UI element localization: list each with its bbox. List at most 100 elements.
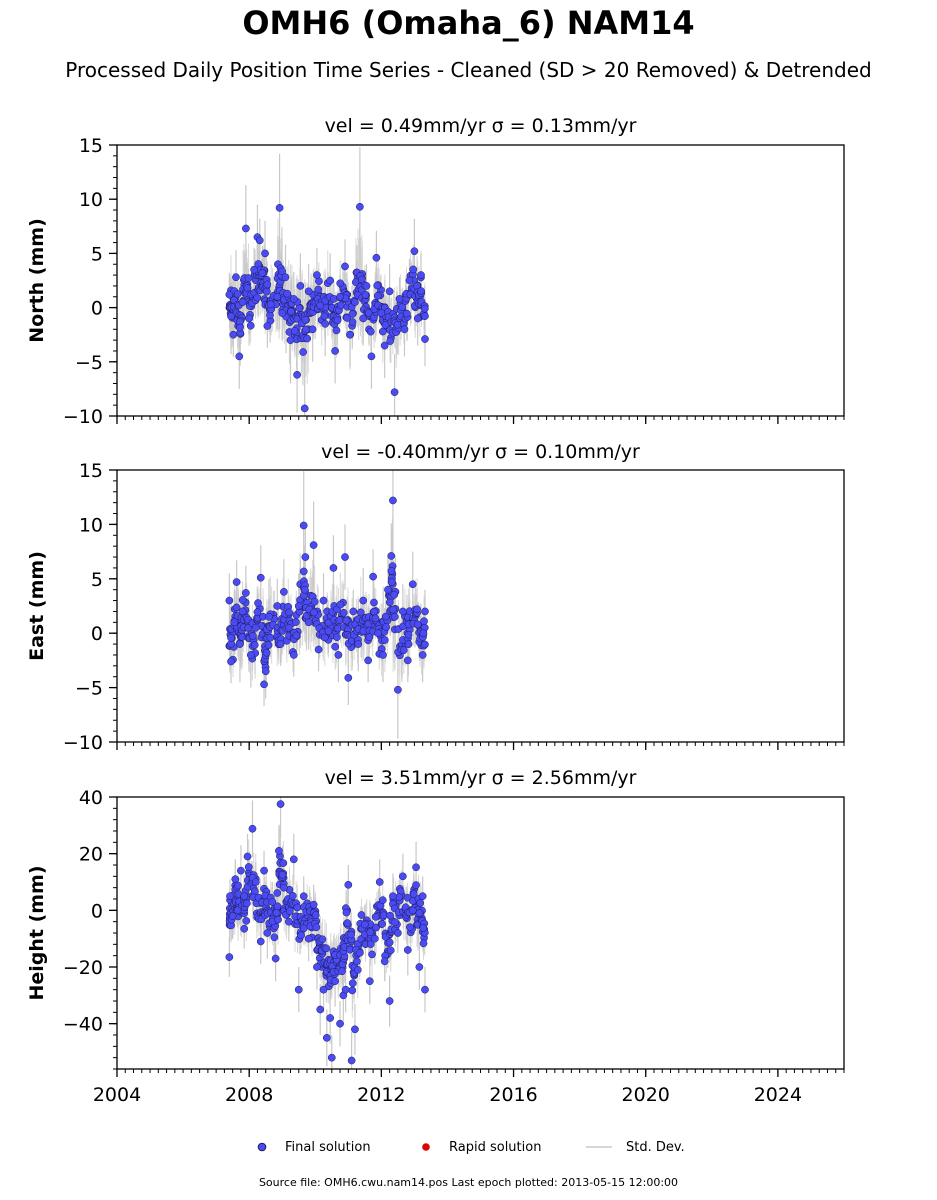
data-point-east-41 [398,607,407,616]
panel-east: −10 −5 0 5 10 15 vel = -0.40mm/yr σ = 0.10mm/y… [26,441,845,754]
data-point-north-40 [377,309,386,317]
data-point-east-4 [236,640,244,648]
data-point-north-4 [235,352,244,361]
data-point-north-19 [286,336,295,344]
data-point-north-50 [421,335,429,343]
data-point-east-cloud [285,608,293,617]
data-point-north-cloud [290,326,299,335]
plot-area-north [225,147,429,416]
data-point-east-46 [421,607,429,616]
data-point-north-cloud [386,337,395,345]
data-point-east-cloud [310,608,318,617]
data-point-height-cloud [378,896,387,905]
data-point-north-15 [273,292,282,301]
data-point-north-1 [227,312,235,321]
data-point-east-7 [246,651,255,659]
y-tick-label-north-3: 5 [91,243,103,265]
data-point-east-40 [394,685,402,694]
data-point-east-9 [256,573,265,582]
data-point-east-cloud [356,608,365,617]
x-tick-label-height-2: 2012 [357,1084,405,1106]
data-point-east-cloud [310,597,319,606]
data-point-height-cloud [368,950,376,959]
data-point-east-cloud [404,630,413,639]
data-point-height-41 [375,878,384,886]
data-point-east-cloud [249,632,257,640]
data-point-north-46 [405,276,414,285]
data-point-east-18 [294,602,303,610]
legend-marker-stddev [586,1146,612,1148]
data-point-height-51 [418,892,427,901]
data-point-east-cloud [389,605,397,614]
data-point-north-35 [356,202,364,211]
data-point-north-cloud [417,287,425,295]
data-point-height-cloud [297,931,305,940]
data-point-north-8 [250,265,258,274]
data-point-north-cloud [243,284,252,292]
data-point-north-10 [255,236,264,245]
y-tick-label-height-3: 20 [79,844,103,866]
y-tick-label-height-2: 0 [91,900,103,922]
data-point-north-5 [238,298,247,307]
data-point-height-cloud [342,908,351,917]
data-point-height-8 [248,824,257,833]
data-point-north-cloud [366,327,375,336]
data-point-east-15 [280,588,288,596]
data-point-east-cloud [390,590,399,599]
legend-item-stddev: Std. Dev. [586,1137,685,1157]
data-point-east-cloud [320,633,329,642]
data-point-height-cloud [293,903,302,912]
legend-dot-final [257,1142,267,1152]
data-point-north-34 [351,298,359,307]
figure-subtitle: Processed Daily Position Time Series - C… [65,58,872,82]
data-point-east-cloud [381,636,389,644]
data-point-north-cloud [299,348,307,356]
x-tick-label-height-1: 2008 [225,1084,273,1106]
data-point-east-43 [408,580,417,589]
data-point-north-25 [308,325,317,334]
panel-title-north: vel = 0.49mm/yr σ = 0.13mm/yr [325,115,637,137]
data-point-height-cloud [372,923,381,932]
data-point-north-cloud [320,312,329,321]
data-point-north-cloud [244,274,253,282]
data-point-north-49 [417,271,425,279]
data-point-height-33 [341,985,350,994]
data-point-height-1 [226,892,234,901]
data-point-north-21 [293,370,301,379]
data-point-north-28 [321,320,330,328]
data-point-height-cloud [318,935,327,944]
data-point-east-cloud [301,585,309,594]
data-point-height-28 [326,1014,334,1022]
data-point-height-cloud [311,911,320,919]
data-point-height-17 [280,883,288,892]
data-point-north-cloud [393,320,402,329]
data-point-north-cloud [364,309,373,317]
data-point-east-21 [304,618,313,627]
plot-area-east [225,470,429,739]
data-point-east-0 [225,596,234,605]
data-point-height-49 [412,863,420,872]
x-tick-label-height-0: 2004 [93,1084,141,1106]
data-point-height-39 [365,977,374,986]
data-point-east-cloud [371,614,380,623]
data-point-east-20 [301,553,310,561]
legend-marker-final [257,1142,267,1152]
data-point-east-37 [384,585,392,594]
y-tick-label-east-3: 5 [91,569,103,591]
data-point-north-cloud [314,285,323,294]
data-point-east-cloud [387,567,396,575]
data-point-north-38 [367,352,376,361]
data-point-height-cloud [240,892,249,901]
y-tick-label-north-0: −10 [63,406,103,428]
panel-height: 2004 2008 2012 2016 2020 2024 −40 −20 0 20 40 vel =… [26,767,845,1106]
data-point-height-cloud [412,881,420,889]
data-point-north-cloud [348,318,357,326]
data-point-east-12 [265,613,273,621]
data-point-east-cloud [385,598,394,607]
data-point-north-cloud [336,279,345,288]
data-point-height-4 [233,906,242,915]
data-point-height-cloud [348,986,357,995]
data-point-height-cloud [322,944,331,953]
data-point-north-33 [346,330,354,339]
data-point-north-cloud [343,314,351,322]
